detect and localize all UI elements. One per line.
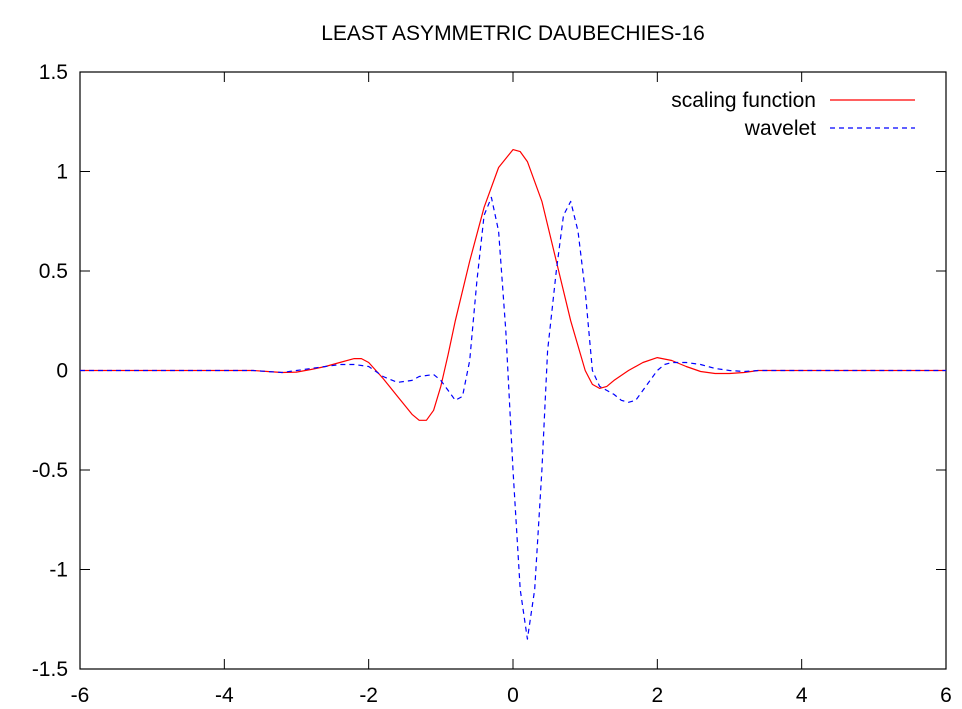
- y-tick-label: 0.5: [39, 260, 68, 283]
- y-tick-label: 1: [56, 161, 68, 184]
- legend: scaling function wavelet: [671, 89, 915, 140]
- series-line-1: [80, 196, 946, 640]
- y-tick-label: -1: [49, 559, 68, 582]
- series-line-0: [80, 149, 946, 421]
- x-tick-label: 2: [651, 684, 663, 707]
- y-tick-label: 1.5: [39, 61, 68, 84]
- legend-label-0: scaling function: [671, 89, 816, 112]
- x-tick-label: 6: [940, 684, 952, 707]
- x-tick-label: 0: [507, 684, 519, 707]
- legend-label-1: wavelet: [744, 117, 816, 140]
- y-tick-label: -1.5: [32, 658, 68, 681]
- x-tick-label: 4: [796, 684, 808, 707]
- x-tick-label: -6: [71, 684, 90, 707]
- y-tick-label: 0: [56, 360, 68, 383]
- series-lines: [80, 149, 946, 640]
- x-ticks: -6 -4 -2 0 2 4 6: [71, 72, 952, 707]
- chart-title: LEAST ASYMMETRIC DAUBECHIES-16: [321, 22, 705, 45]
- x-tick-label: -2: [359, 684, 378, 707]
- y-tick-label: -0.5: [32, 459, 68, 482]
- x-tick-label: -4: [215, 684, 234, 707]
